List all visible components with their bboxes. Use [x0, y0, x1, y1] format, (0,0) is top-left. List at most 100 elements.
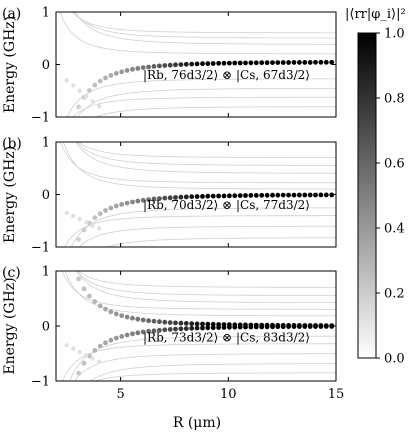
data-point	[81, 227, 87, 233]
data-point	[194, 194, 200, 199]
data-point	[84, 352, 89, 358]
data-point	[146, 64, 152, 70]
potential-curve	[93, 372, 336, 381]
data-point	[237, 193, 243, 199]
data-point	[259, 192, 265, 198]
data-point	[76, 104, 81, 110]
data-point	[162, 195, 168, 201]
panel-1: −1 0 1 (a)Energy (GHz) |Rb, 76d3/2⟩ ⊗ |Cs, 6…	[2, 6, 337, 126]
y-tick-label: 0	[42, 58, 50, 73]
panels-group: −101(a)Energy (GHz) |Rb, 76d3/2⟩ ⊗ |Cs, 6…	[2, 6, 345, 403]
data-point	[183, 61, 189, 67]
x-tick-label: 15	[328, 387, 345, 402]
data-point	[264, 322, 270, 328]
data-point	[221, 193, 227, 199]
data-point	[243, 322, 248, 328]
data-point	[64, 210, 70, 216]
potential-curve	[76, 271, 336, 304]
data-point	[307, 60, 313, 65]
data-point	[97, 303, 103, 309]
potential-curve	[73, 353, 336, 381]
data-point	[167, 195, 173, 201]
potential-curve	[66, 78, 336, 117]
data-point	[297, 323, 302, 328]
data-point	[183, 326, 189, 331]
data-point	[178, 320, 184, 326]
data-point	[243, 60, 248, 66]
data-point	[302, 60, 308, 65]
data-point	[264, 192, 270, 198]
data-point	[81, 360, 87, 366]
colorbar-tick-label: 1.0	[384, 27, 405, 42]
potential-curve	[75, 142, 336, 174]
data-point	[135, 330, 141, 336]
data-point	[130, 315, 135, 321]
data-point	[167, 320, 173, 325]
data-point	[183, 194, 189, 200]
data-point	[210, 193, 216, 199]
potential-curve	[76, 142, 336, 166]
plot-area	[61, 271, 336, 381]
data-point	[323, 323, 329, 328]
data-point	[313, 323, 318, 328]
data-point	[323, 192, 329, 198]
data-point	[77, 217, 82, 222]
data-point	[200, 321, 205, 327]
data-point	[313, 192, 318, 198]
data-point	[237, 322, 243, 328]
data-point	[286, 60, 291, 65]
panel-label: (b)	[2, 136, 22, 152]
data-point	[113, 335, 119, 341]
data-point	[162, 327, 168, 333]
data-point	[291, 192, 297, 198]
data-point	[84, 220, 89, 225]
data-point	[318, 192, 324, 198]
data-point	[113, 311, 119, 317]
data-point	[81, 286, 87, 292]
data-point	[108, 337, 114, 343]
y-tick-label: 0	[42, 320, 50, 335]
potential-curve	[78, 225, 336, 247]
data-point	[280, 322, 286, 328]
data-point	[103, 306, 108, 312]
potential-curve	[74, 12, 336, 45]
data-point	[140, 197, 146, 203]
potential-curve	[73, 12, 336, 39]
data-point	[178, 326, 184, 332]
data-point	[216, 60, 222, 66]
data-point	[313, 59, 318, 65]
data-point	[329, 192, 335, 198]
data-point	[323, 59, 329, 65]
data-point	[135, 66, 141, 71]
data-point	[248, 193, 254, 198]
data-point	[227, 60, 232, 66]
potential-curve	[63, 142, 336, 190]
data-point	[253, 322, 259, 328]
y-tick-label: −1	[31, 111, 50, 126]
data-point	[189, 325, 195, 331]
data-point	[119, 334, 125, 339]
potential-curve	[72, 96, 336, 117]
potential-curve	[71, 12, 336, 34]
data-point	[76, 237, 81, 242]
potential-curve	[95, 106, 336, 117]
data-point	[286, 323, 291, 328]
state-annotation: |Rb, 73d3/2⟩ ⊗ |Cs, 83d3/2⟩	[143, 330, 310, 344]
potential-curve	[62, 343, 336, 381]
data-point	[297, 60, 302, 65]
data-point	[124, 68, 130, 73]
data-point	[92, 348, 98, 353]
data-point	[194, 61, 200, 67]
data-point	[146, 328, 152, 334]
x-axis-label: R (μm)	[173, 415, 221, 431]
y-tick-label: −1	[31, 241, 50, 256]
data-point	[103, 208, 108, 213]
colorbar-tick-label: 0.0	[384, 352, 405, 367]
data-point	[259, 60, 265, 66]
data-point	[318, 323, 324, 328]
data-point	[178, 194, 184, 200]
data-point	[270, 60, 275, 65]
data-point	[119, 313, 125, 318]
data-point	[157, 327, 162, 333]
panel-label: (c)	[2, 265, 21, 281]
